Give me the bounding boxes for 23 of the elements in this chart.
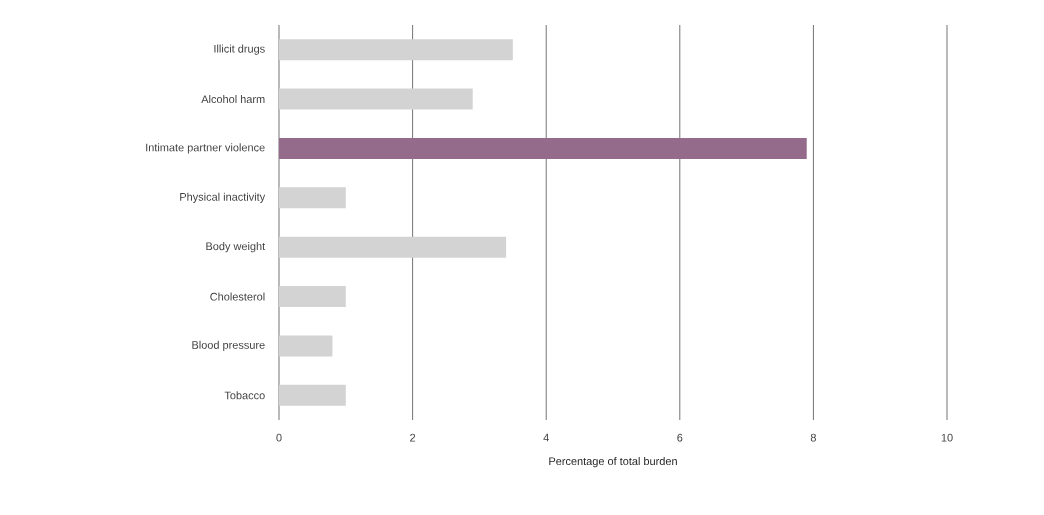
y-tick-label: Physical inactivity (180, 192, 266, 203)
x-tick-label: 8 (810, 433, 816, 442)
bar (279, 384, 346, 406)
x-tick-label: 2 (410, 433, 416, 442)
bar (279, 236, 507, 258)
bar (279, 187, 346, 209)
bar (279, 286, 346, 308)
y-tick-label: Tobacco (224, 391, 265, 400)
y-tick-label: Blood pressure (192, 340, 265, 352)
x-tick-label: 4 (543, 433, 549, 442)
x-tick-label: 10 (941, 433, 953, 442)
y-tick-label: Alcohol harm (201, 95, 265, 104)
bar (279, 88, 473, 110)
y-tick-label: Body weight (206, 242, 266, 253)
y-tick-label: Cholesterol (210, 292, 265, 301)
x-axis-title: Percentage of total burden (549, 457, 677, 468)
y-tick-label: Illicit drugs (214, 44, 265, 55)
x-tick-label: 0 (276, 433, 282, 442)
bar (279, 39, 513, 61)
bar (279, 137, 807, 159)
x-tick-label: 6 (677, 433, 683, 442)
y-tick-label: Intimate partner violence (146, 143, 265, 154)
bar (279, 335, 333, 357)
